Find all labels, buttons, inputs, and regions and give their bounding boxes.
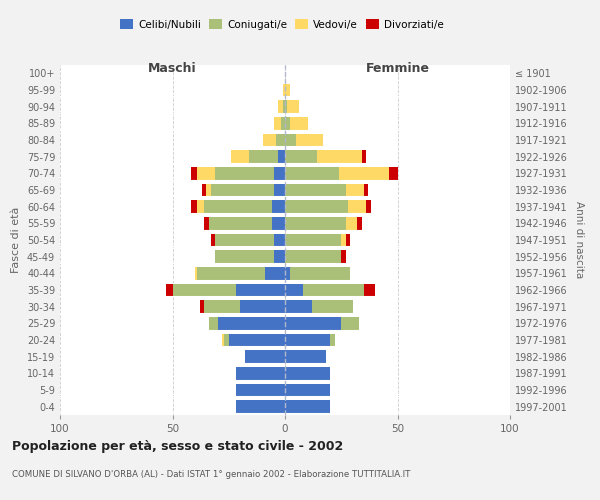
Bar <box>274 167 285 179</box>
Bar <box>204 300 240 313</box>
Bar <box>285 284 303 296</box>
Bar <box>199 300 204 313</box>
Bar <box>235 284 285 296</box>
Bar <box>197 267 265 280</box>
Bar <box>215 234 274 246</box>
Bar <box>317 150 361 163</box>
Bar <box>231 150 249 163</box>
Bar <box>285 200 348 213</box>
Bar <box>229 334 285 346</box>
Text: Femmine: Femmine <box>365 62 430 74</box>
Text: Popolazione per età, sesso e stato civile - 2002: Popolazione per età, sesso e stato civil… <box>12 440 343 453</box>
Bar <box>204 217 209 230</box>
Bar <box>296 134 323 146</box>
Bar <box>274 250 285 263</box>
Bar <box>206 184 211 196</box>
Bar <box>204 200 271 213</box>
Bar <box>215 167 274 179</box>
Bar <box>235 367 285 380</box>
Bar <box>285 100 287 113</box>
Bar <box>290 117 308 130</box>
Bar <box>285 334 330 346</box>
Bar <box>274 184 285 196</box>
Bar <box>222 334 224 346</box>
Bar <box>361 150 366 163</box>
Bar <box>285 267 290 280</box>
Bar <box>218 317 285 330</box>
Bar <box>173 284 235 296</box>
Bar <box>263 134 276 146</box>
Bar <box>285 350 325 363</box>
Bar <box>274 234 285 246</box>
Bar <box>285 184 346 196</box>
Bar <box>341 234 346 246</box>
Bar <box>285 384 330 396</box>
Bar <box>278 150 285 163</box>
Bar <box>346 234 350 246</box>
Bar <box>215 250 274 263</box>
Bar <box>348 200 366 213</box>
Bar <box>285 300 312 313</box>
Bar <box>283 100 285 113</box>
Bar <box>330 334 335 346</box>
Bar <box>197 200 204 213</box>
Bar <box>357 217 361 230</box>
Bar <box>285 234 341 246</box>
Bar <box>366 200 371 213</box>
Bar <box>211 234 215 246</box>
Bar <box>285 367 330 380</box>
Bar <box>285 134 296 146</box>
Bar <box>265 267 285 280</box>
Bar <box>195 267 197 280</box>
Bar <box>249 150 278 163</box>
Bar <box>211 184 274 196</box>
Bar <box>346 184 364 196</box>
Bar <box>389 167 398 179</box>
Bar <box>209 217 271 230</box>
Bar <box>278 100 283 113</box>
Bar <box>285 84 290 96</box>
Bar <box>197 167 215 179</box>
Y-axis label: Fasce di età: Fasce di età <box>11 207 21 273</box>
Text: Maschi: Maschi <box>148 62 197 74</box>
Bar <box>346 217 357 230</box>
Y-axis label: Anni di nascita: Anni di nascita <box>574 202 584 278</box>
Bar <box>224 334 229 346</box>
Bar <box>341 250 346 263</box>
Legend: Celibi/Nubili, Coniugati/e, Vedovi/e, Divorziati/e: Celibi/Nubili, Coniugati/e, Vedovi/e, Di… <box>116 15 448 34</box>
Bar <box>285 250 341 263</box>
Bar <box>364 284 375 296</box>
Bar <box>341 317 359 330</box>
Bar <box>202 184 206 196</box>
Text: COMUNE DI SILVANO D'ORBA (AL) - Dati ISTAT 1° gennaio 2002 - Elaborazione TUTTIT: COMUNE DI SILVANO D'ORBA (AL) - Dati IST… <box>12 470 410 479</box>
Bar <box>271 217 285 230</box>
Bar <box>312 300 353 313</box>
Bar <box>339 167 389 179</box>
Bar <box>191 167 197 179</box>
Bar <box>285 117 290 130</box>
Bar <box>285 317 341 330</box>
Bar <box>285 400 330 413</box>
Bar <box>290 267 350 280</box>
Bar <box>287 100 299 113</box>
Bar <box>245 350 285 363</box>
Bar <box>166 284 173 296</box>
Bar <box>235 400 285 413</box>
Bar <box>303 284 364 296</box>
Bar <box>285 167 339 179</box>
Bar <box>283 84 285 96</box>
Bar <box>364 184 368 196</box>
Bar <box>281 117 285 130</box>
Bar <box>271 200 285 213</box>
Bar <box>191 200 197 213</box>
Bar <box>285 150 317 163</box>
Bar <box>274 117 281 130</box>
Bar <box>209 317 218 330</box>
Bar <box>276 134 285 146</box>
Bar <box>240 300 285 313</box>
Bar <box>235 384 285 396</box>
Bar <box>285 217 346 230</box>
